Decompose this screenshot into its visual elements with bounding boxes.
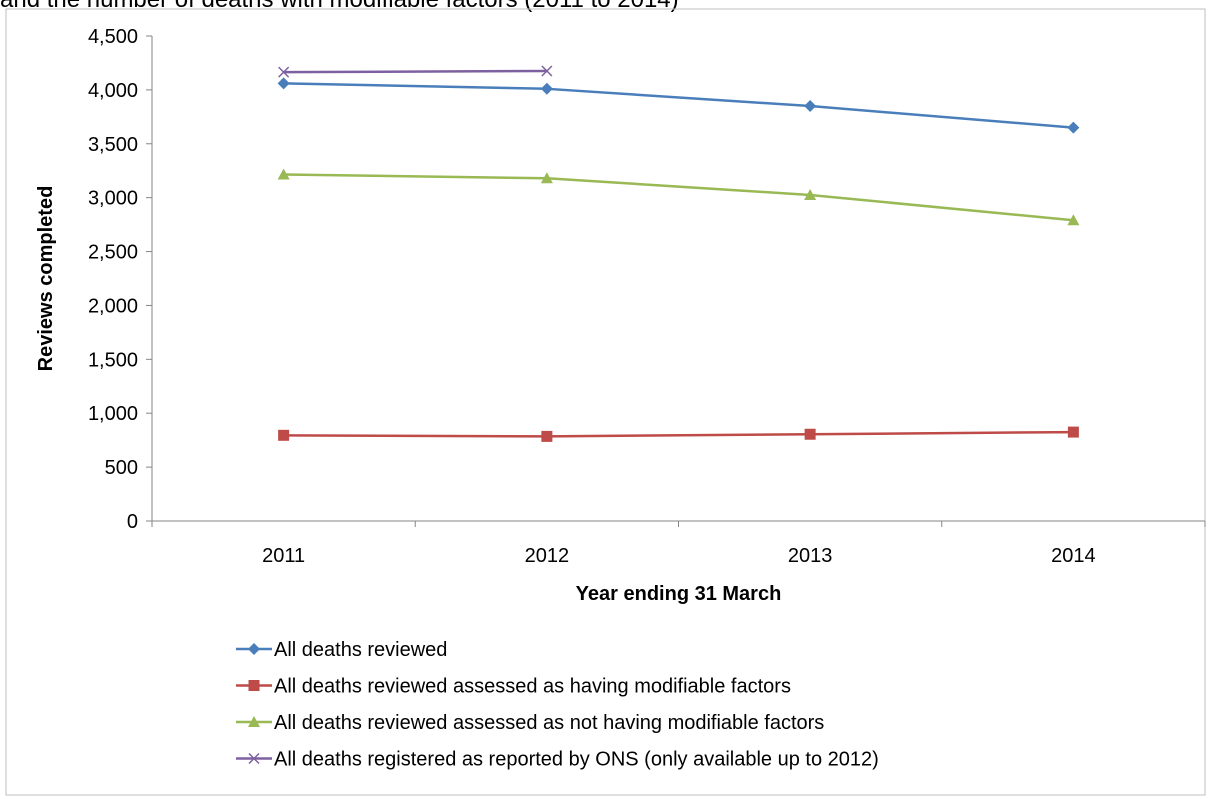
- data-point: [540, 82, 553, 95]
- series-line: [283, 69, 547, 74]
- legend-marker: [248, 716, 260, 727]
- legend-item: All deaths reviewed: [236, 639, 447, 661]
- y-tick-label: 3,000: [88, 188, 138, 210]
- y-tick-label: 4,000: [88, 80, 138, 102]
- y-tick-label: 500: [105, 457, 138, 479]
- legend-item: All deaths reviewed assessed as having m…: [236, 676, 791, 698]
- data-point: [277, 168, 290, 180]
- x-marker-stroke: [278, 66, 290, 78]
- legend: All deaths reviewed All deaths reviewed a…: [236, 639, 879, 771]
- x-tick-label: 2013: [788, 545, 833, 567]
- y-axis-title: Reviews completed: [35, 186, 57, 372]
- x-marker-stroke: [248, 752, 260, 765]
- y-tick-label: 3,500: [88, 134, 138, 156]
- x-tick-label: 2014: [1051, 545, 1096, 567]
- series-2: [278, 426, 1079, 442]
- data-point: [804, 428, 816, 440]
- y-tick-label: 1,500: [88, 349, 138, 371]
- series-line: [283, 173, 1074, 222]
- data-point: [541, 65, 553, 77]
- data-point: [804, 188, 817, 200]
- series-layer: [277, 65, 1080, 442]
- legend-label: All deaths reviewed assessed as not havi…: [274, 712, 824, 734]
- y-tick-label: 4,500: [88, 26, 138, 48]
- data-point: [277, 77, 290, 90]
- data-point: [804, 100, 817, 113]
- series-3: [277, 168, 1080, 226]
- data-point: [541, 430, 553, 442]
- axes: 0 500 1,000 1,500 2,000 2,500 3,000 3,500 4,000 4…: [88, 26, 1206, 567]
- series-1: [277, 77, 1080, 134]
- legend-marker: [248, 752, 260, 765]
- data-point: [278, 429, 290, 441]
- x-axis-title: Year ending 31 March: [576, 583, 782, 605]
- x-marker-stroke: [541, 65, 553, 77]
- legend-item: All deaths registered as reported by ONS…: [236, 749, 879, 771]
- legend-label: All deaths reviewed: [274, 639, 447, 661]
- chart-border: [5, 8, 1206, 796]
- x-tick-label: 2011: [262, 545, 305, 567]
- legend-item: All deaths reviewed assessed as not havi…: [236, 712, 824, 734]
- y-tick-label: 0: [127, 511, 138, 533]
- series-4: [278, 65, 553, 78]
- series-line: [283, 82, 1074, 129]
- data-point: [278, 66, 290, 78]
- series-line: [283, 430, 1074, 438]
- y-tick-label: 2,000: [88, 295, 138, 317]
- x-tick-label: 2012: [525, 545, 570, 567]
- data-point: [540, 172, 553, 184]
- legend-marker: [248, 643, 260, 655]
- chart-title-partial: and the number of deaths with modifiable…: [0, 0, 679, 14]
- legend-label: All deaths registered as reported by ONS…: [274, 749, 879, 771]
- data-point: [1067, 121, 1080, 134]
- legend-marker: [248, 680, 260, 691]
- y-tick-label: 1,000: [88, 403, 138, 425]
- legend-label: All deaths reviewed assessed as having m…: [274, 676, 791, 698]
- y-tick-label: 2,500: [88, 242, 138, 264]
- data-point: [1067, 214, 1080, 226]
- data-point: [1067, 426, 1079, 438]
